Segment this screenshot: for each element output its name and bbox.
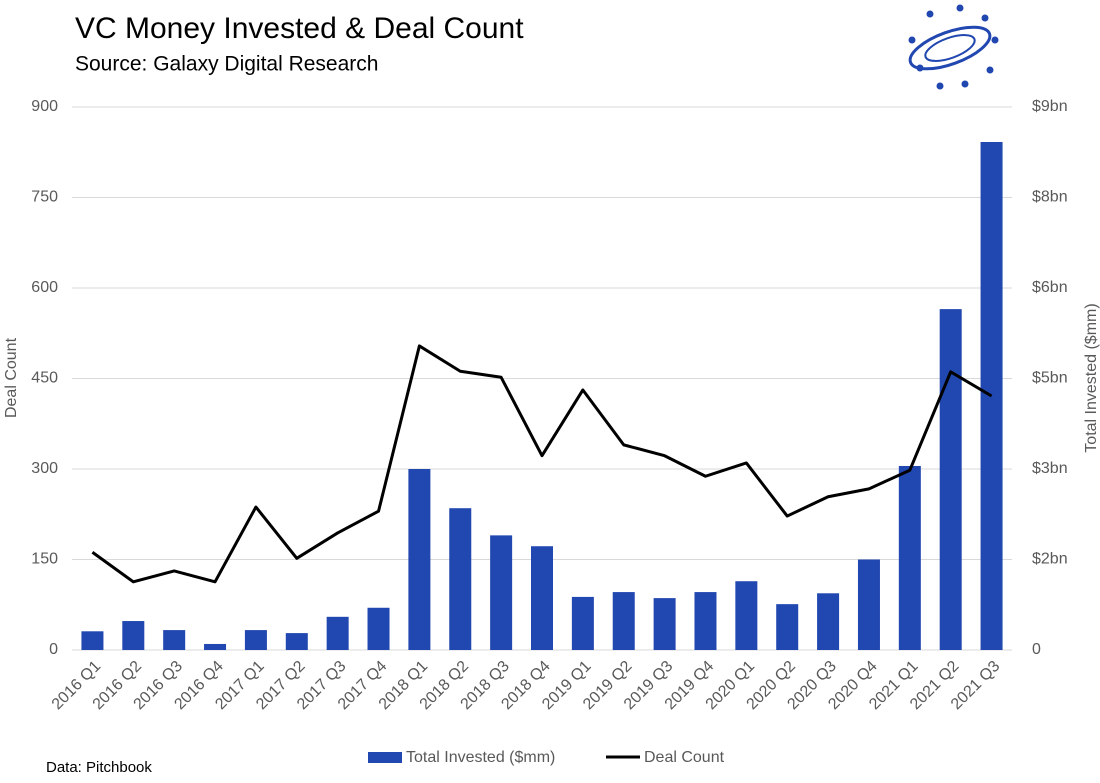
bar bbox=[776, 604, 799, 650]
legend-label: Total Invested ($mm) bbox=[406, 749, 555, 766]
logo bbox=[908, 4, 999, 90]
chart-subtitle: Source: Galaxy Digital Research bbox=[75, 53, 378, 76]
y-tick-label: 900 bbox=[31, 98, 58, 115]
y-axis-label: Deal Count bbox=[3, 337, 20, 418]
y-tick-label: 150 bbox=[31, 551, 58, 568]
chart-title: VC Money Invested & Deal Count bbox=[75, 12, 524, 45]
bar bbox=[81, 631, 104, 650]
bar bbox=[326, 616, 349, 650]
bar bbox=[490, 535, 513, 650]
bar bbox=[122, 621, 145, 650]
y-tick-label: 450 bbox=[31, 370, 58, 387]
bar bbox=[204, 643, 227, 650]
bar bbox=[571, 596, 594, 650]
y2-tick-label: $2bn bbox=[1032, 551, 1068, 568]
bar bbox=[857, 559, 880, 650]
bar bbox=[612, 592, 635, 650]
y2-tick-label: $3bn bbox=[1032, 460, 1068, 477]
bar bbox=[285, 633, 308, 650]
bar bbox=[367, 607, 390, 650]
bar bbox=[244, 630, 267, 650]
bar bbox=[531, 546, 553, 650]
bar bbox=[939, 309, 962, 650]
y2-tick-label: $9bn bbox=[1032, 98, 1068, 115]
y2-tick-label: $6bn bbox=[1032, 279, 1068, 296]
y2-axis-label: Total Invested ($mm) bbox=[1083, 303, 1100, 452]
bar bbox=[817, 593, 840, 650]
legend-label: Deal Count bbox=[644, 749, 725, 766]
y-tick-label: 0 bbox=[49, 641, 58, 658]
bar bbox=[653, 598, 676, 650]
bar bbox=[449, 508, 472, 650]
y-tick-label: 300 bbox=[31, 460, 58, 477]
bar bbox=[163, 630, 186, 650]
bar bbox=[694, 592, 717, 650]
bar bbox=[408, 469, 431, 650]
y2-tick-label: $5bn bbox=[1032, 370, 1068, 387]
bar bbox=[735, 581, 758, 650]
y2-tick-label: 0 bbox=[1032, 641, 1041, 658]
y-tick-label: 750 bbox=[31, 189, 58, 206]
legend-swatch bbox=[368, 752, 402, 763]
bar bbox=[898, 465, 921, 650]
line bbox=[91, 344, 993, 584]
y-tick-label: 600 bbox=[31, 279, 58, 296]
footnote: Data: Pitchbook bbox=[46, 759, 152, 776]
y2-tick-label: $8bn bbox=[1032, 189, 1068, 206]
